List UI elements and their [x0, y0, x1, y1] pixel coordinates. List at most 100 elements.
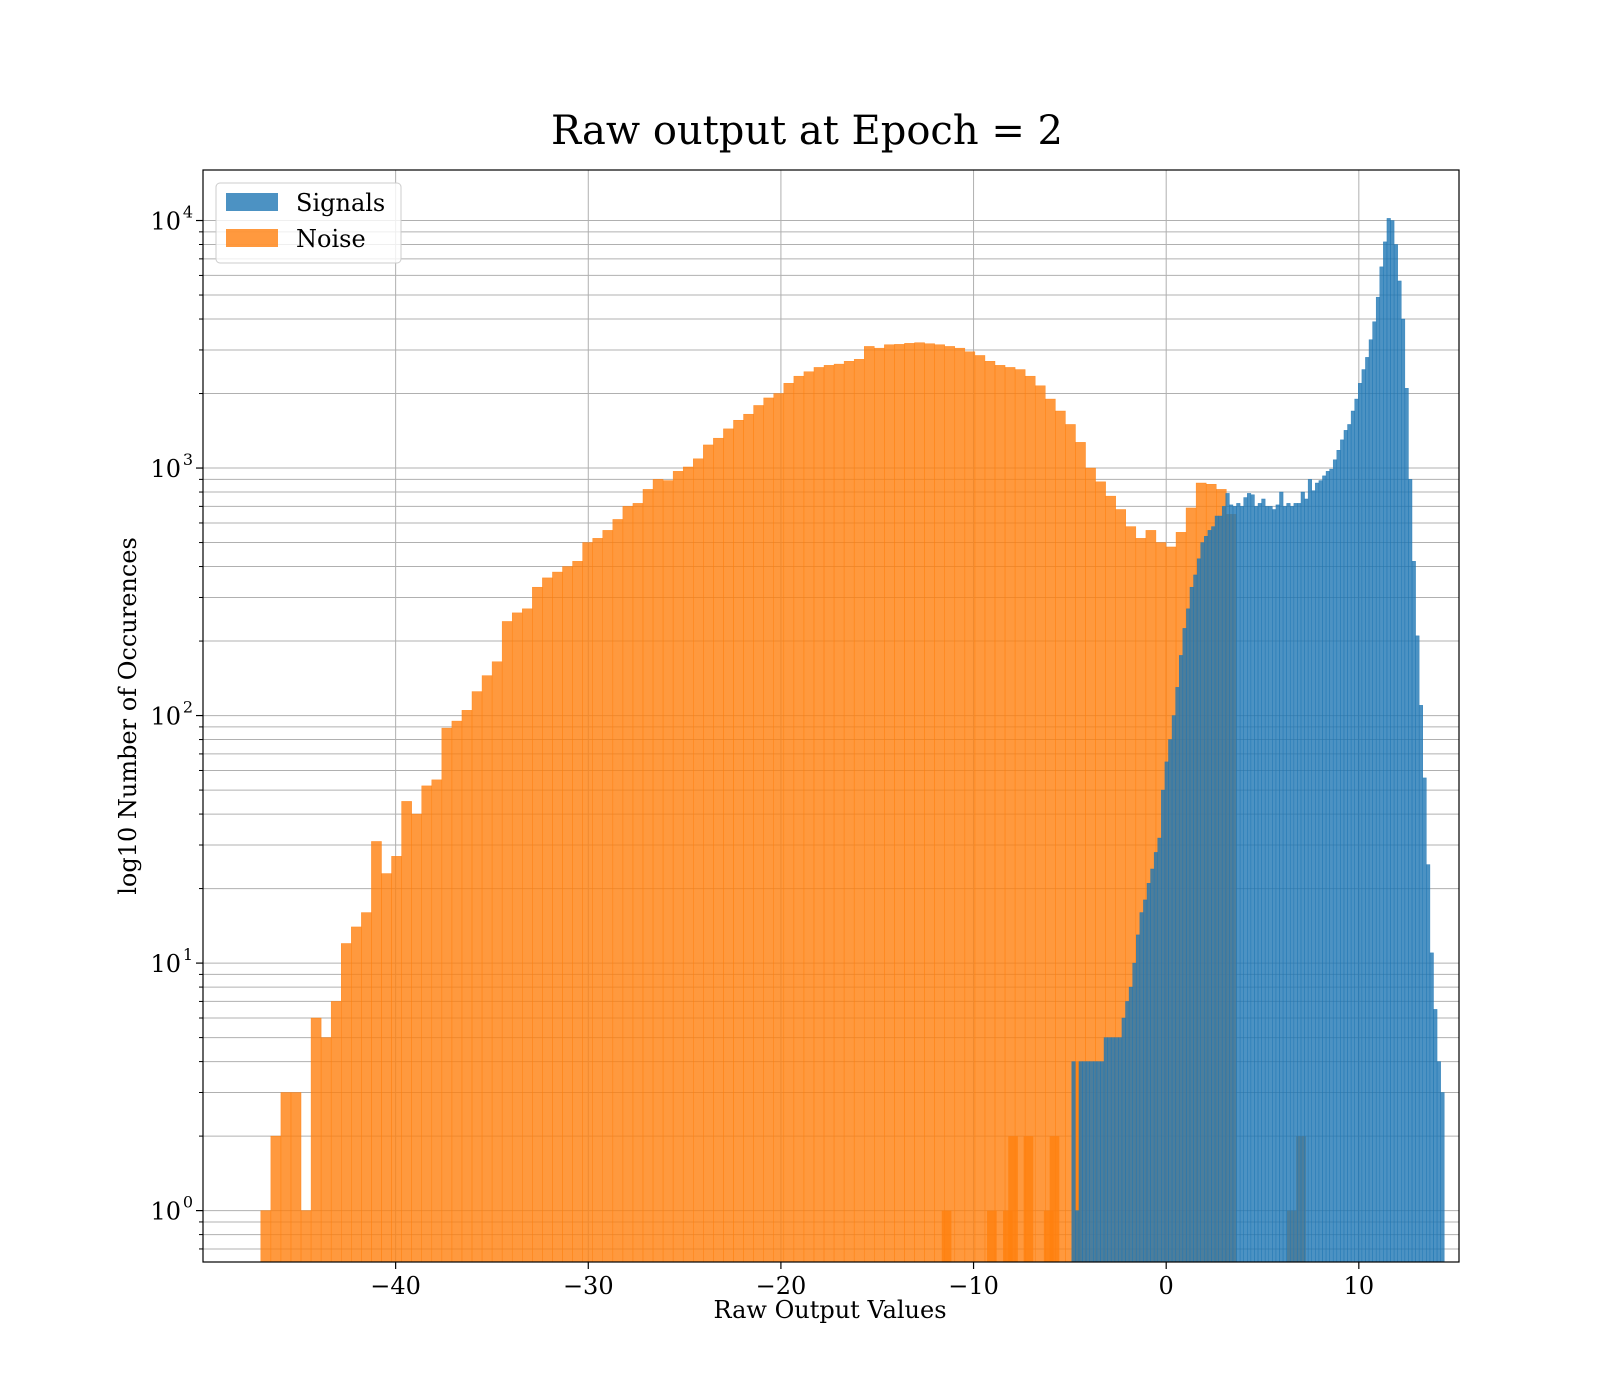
signals-bar [1332, 459, 1338, 1263]
noise-bar [944, 346, 956, 1263]
noise-bar [371, 841, 382, 1263]
signals-bar [1322, 475, 1327, 1263]
noise-bar [532, 586, 543, 1263]
signals-bar [1078, 1061, 1083, 1263]
x-axis-label: Raw Output Values [713, 1296, 946, 1324]
signals-bar [1204, 536, 1209, 1263]
signals-bar [1268, 506, 1273, 1263]
signals-bar [1157, 837, 1162, 1263]
signals-bar [1229, 504, 1234, 1263]
noise-bar [964, 351, 976, 1263]
signals-bar [1114, 1037, 1119, 1263]
noise-bar [511, 612, 523, 1263]
x-tick-label: 0 [1159, 1272, 1174, 1300]
noise-bar [904, 343, 915, 1263]
noise-bar [270, 1135, 282, 1263]
legend-label-signals: Signals [296, 189, 385, 217]
signals-bar [1426, 864, 1431, 1263]
signals-bar [1211, 526, 1216, 1263]
noise-bar [894, 344, 905, 1263]
x-tick-label: −10 [948, 1272, 999, 1300]
noise-bar [401, 801, 412, 1263]
signals-bar [1178, 655, 1184, 1263]
signals-bar [1340, 439, 1345, 1263]
signals-bar [1282, 506, 1287, 1263]
noise-bar [602, 530, 614, 1263]
signals-bar [1239, 506, 1244, 1263]
noise-bar [753, 405, 764, 1263]
signals-bar [1433, 1009, 1438, 1263]
y-axis-label: log10 Number of Occurences [114, 537, 142, 895]
signals-bar [1275, 504, 1280, 1263]
signals-bar [1250, 494, 1255, 1263]
signals-bar [1372, 321, 1377, 1263]
signals-bar [1415, 635, 1420, 1263]
noise-bar [260, 1210, 272, 1263]
noise-bar [793, 375, 805, 1263]
signals-bar [1393, 244, 1398, 1263]
noise-bar [572, 561, 583, 1263]
noise-bar [662, 480, 674, 1263]
signals-bar [1397, 280, 1402, 1263]
signals-bar [1361, 369, 1366, 1263]
signals-bar [1221, 506, 1227, 1263]
y-tick-exponent: 2 [183, 698, 193, 717]
signals-bar [1103, 1037, 1108, 1263]
signals-bar [1429, 952, 1434, 1263]
noise-tail-bar [941, 1210, 952, 1262]
noise-tail-bar [1003, 1210, 1013, 1262]
signals-bar [1153, 852, 1158, 1263]
signals-bar [1161, 789, 1166, 1263]
signals-bar [1418, 705, 1423, 1263]
signals-bar [1436, 1061, 1441, 1263]
noise-bar [994, 365, 1006, 1263]
signals-bar [1128, 986, 1133, 1263]
signals-bar [1085, 1061, 1090, 1263]
noise-bar [411, 813, 422, 1263]
noise-bar [723, 428, 734, 1263]
noise-bar [843, 361, 855, 1263]
signals-bar [1358, 383, 1363, 1263]
signals-bar [1383, 241, 1388, 1263]
signals-bar [1243, 497, 1248, 1263]
signals-bar [1132, 962, 1137, 1263]
noise-bar [310, 1017, 322, 1263]
signals-bar [1325, 471, 1330, 1263]
noise-bar [1034, 385, 1046, 1263]
legend-swatch-noise [226, 229, 278, 247]
signals-bar [1261, 498, 1266, 1263]
signals-bar [1350, 410, 1355, 1263]
noise-bar [1024, 375, 1036, 1263]
noise-bar [592, 538, 604, 1263]
noise-bar [290, 1092, 302, 1263]
signals-bar [1365, 357, 1370, 1263]
x-tick-label: −20 [756, 1272, 807, 1300]
noise-tail-bar [1071, 1061, 1082, 1262]
signals-bar [1136, 934, 1141, 1263]
noise-bar [612, 519, 624, 1263]
y-tick-label: 10 [150, 455, 181, 483]
noise-bar [341, 943, 352, 1263]
signals-bar [1368, 339, 1373, 1263]
signals-bar [1168, 739, 1173, 1263]
noise-bar [522, 608, 533, 1263]
chart-title: Raw output at Epoch = 2 [551, 108, 1063, 154]
signals-bar [1075, 1210, 1080, 1263]
y-tick-label: 10 [150, 950, 181, 978]
signals-bar [1404, 388, 1409, 1263]
y-tick-exponent: 0 [183, 1193, 193, 1212]
noise-bar [441, 727, 453, 1263]
x-tick-label: −40 [370, 1272, 421, 1300]
signals-bar [1175, 687, 1180, 1263]
noise-bar [823, 365, 835, 1263]
signals-bar [1096, 1061, 1101, 1263]
noise-tail-bar [1049, 1136, 1060, 1262]
signals-bar [1125, 1001, 1130, 1263]
signals-bar [1207, 530, 1212, 1263]
noise-bar [431, 779, 443, 1263]
noise-tail-bar [1043, 1210, 1054, 1262]
signals-bar [1336, 450, 1341, 1263]
signals-bar [1379, 266, 1384, 1263]
signals-bar [1386, 218, 1391, 1263]
signals-bar [1118, 1037, 1123, 1263]
